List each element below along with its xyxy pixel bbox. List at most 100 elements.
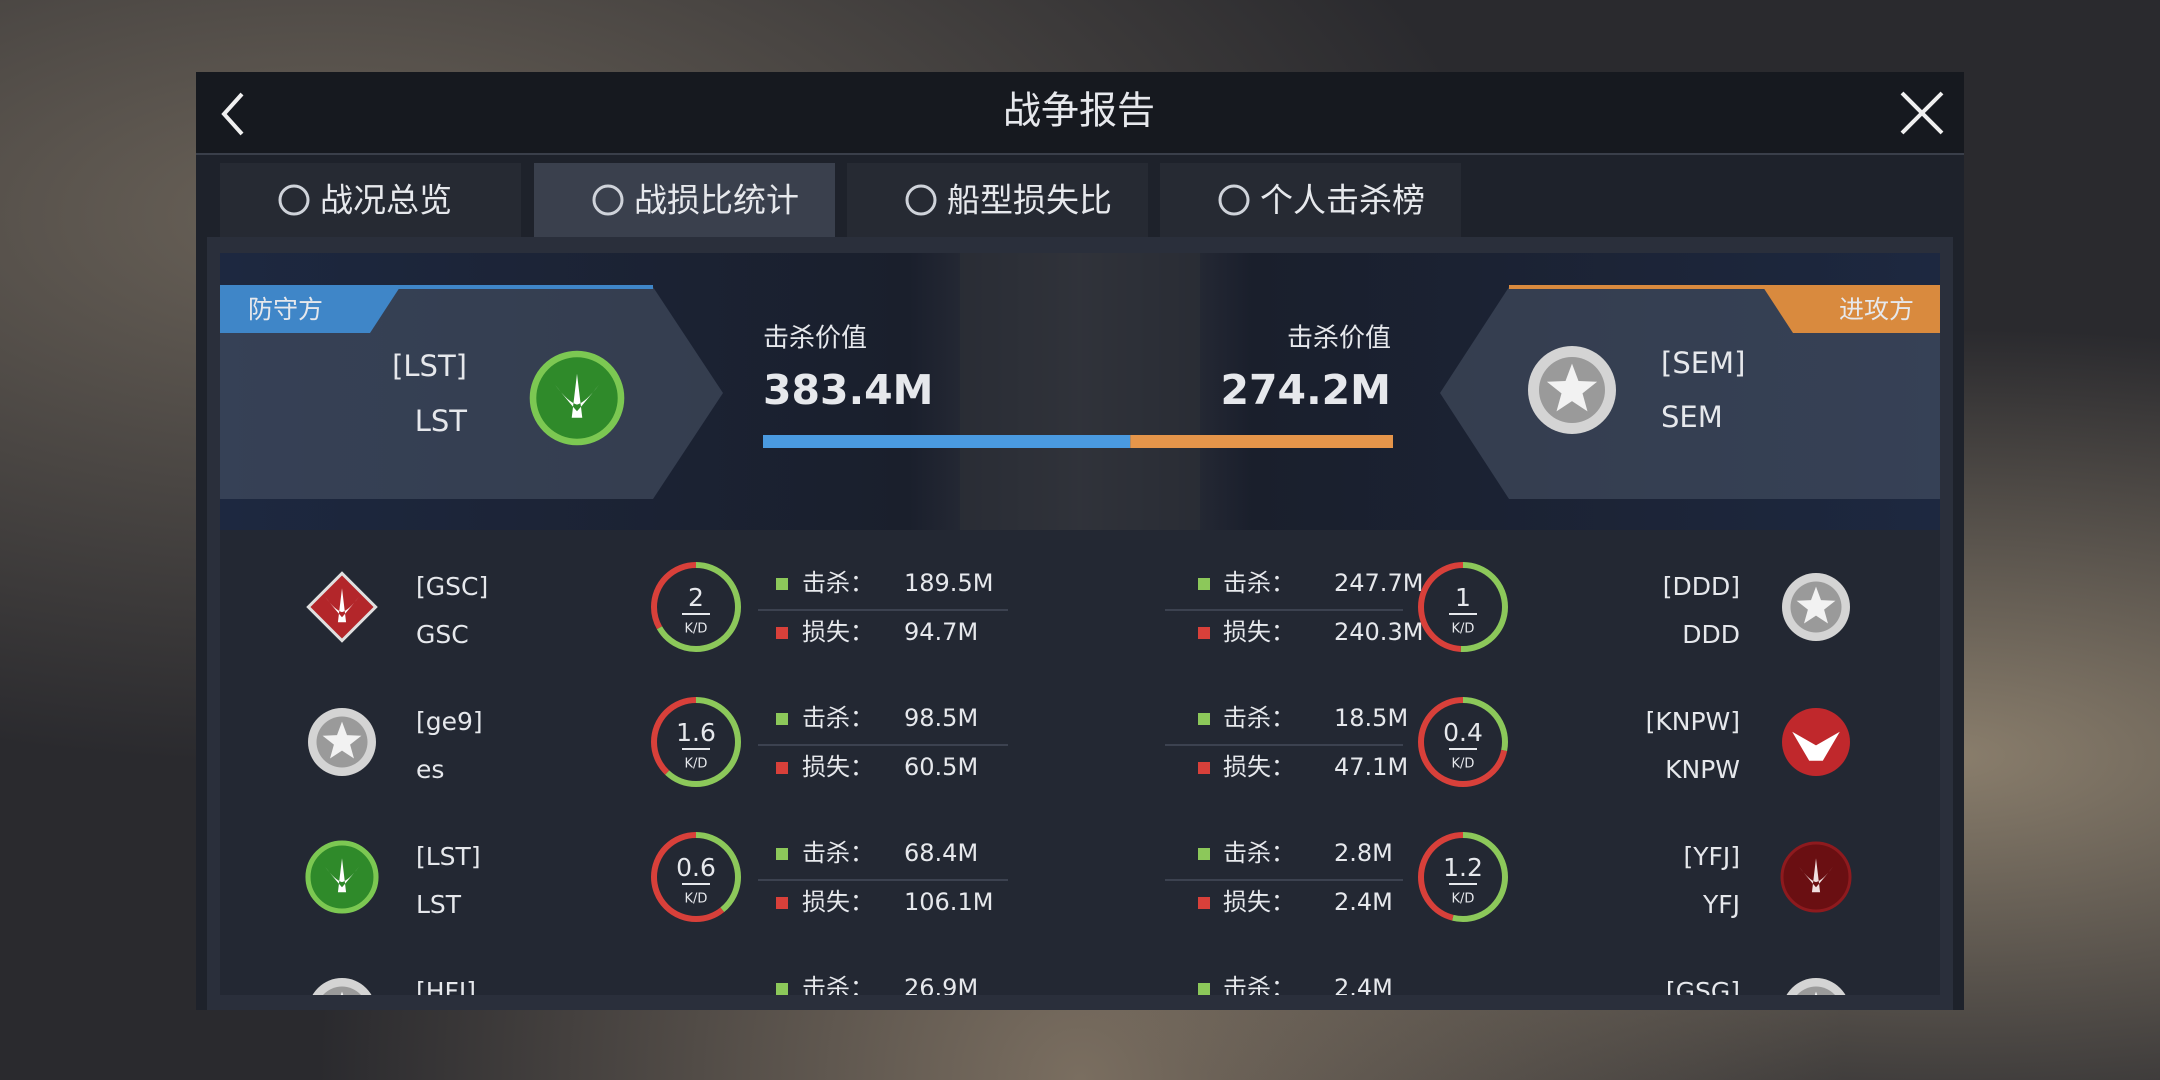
- emblem: [305, 840, 379, 914]
- emblem-inner: [1797, 986, 1835, 995]
- alliance-name: GSC: [416, 620, 469, 649]
- kill-label: 击杀：: [802, 704, 874, 732]
- kill-marker: [1198, 713, 1210, 725]
- back-button[interactable]: [221, 92, 244, 136]
- kill-value: 247.7M: [1334, 569, 1423, 597]
- rows-area: [220, 530, 1940, 995]
- kill-marker: [1198, 578, 1210, 590]
- close-button[interactable]: [1900, 91, 1944, 135]
- attacker-kill-value: 274.2M: [1221, 366, 1392, 414]
- emblem: [306, 571, 378, 643]
- tab[interactable]: 战损比统计: [534, 163, 835, 237]
- kd-label: K/D: [685, 892, 708, 907]
- alliance-row: [LST] LST 0.6 K/D 击杀： 68.4M 损失： 106.1M 击杀： 2.8M 损失…: [305, 832, 1852, 922]
- kill-value: 189.5M: [904, 569, 993, 597]
- defender-panel: [220, 287, 723, 499]
- emblem-mark: [1799, 858, 1833, 893]
- kill-label: 击杀：: [802, 839, 874, 867]
- emblem-mark: [1792, 731, 1840, 761]
- alliance-name: es: [416, 755, 444, 784]
- tab[interactable]: 船型损失比: [847, 163, 1148, 237]
- alliance-tag: [YFJ]: [1683, 842, 1740, 871]
- emblem: [1528, 346, 1616, 434]
- attacker-name: SEM: [1661, 400, 1723, 434]
- alliance-name: YFJ: [1702, 890, 1740, 919]
- kd-label: K/D: [1452, 757, 1475, 772]
- emblem-star: [340, 991, 344, 995]
- loss-marker: [1198, 897, 1210, 909]
- kill-label: 击杀：: [1223, 974, 1295, 1002]
- kill-label: 击杀：: [802, 569, 874, 597]
- loss-marker: [1198, 762, 1210, 774]
- tab-icon: [592, 184, 624, 216]
- emblem-mark: [555, 373, 599, 418]
- emblem: [529, 350, 625, 446]
- defender-name: LST: [415, 404, 468, 438]
- kill-label: 击杀：: [1223, 569, 1295, 597]
- tab[interactable]: 个人击杀榜: [1160, 163, 1461, 237]
- tab-bg: [220, 163, 521, 237]
- kill-marker: [1198, 983, 1210, 995]
- emblem: [312, 978, 372, 995]
- kd-value: 0.6: [676, 853, 716, 882]
- loss-label: 损失：: [1223, 888, 1295, 916]
- kill-label: 击杀价值: [763, 324, 867, 354]
- kd-value: 1: [1455, 583, 1471, 612]
- alliance-tag: [GSG]: [1666, 977, 1740, 1006]
- emblem: [1782, 573, 1850, 641]
- tab[interactable]: 战况总览: [220, 163, 521, 237]
- tab-label: 战况总览: [320, 181, 452, 220]
- alliance-tag: [GSC]: [416, 572, 488, 601]
- kill-value: 26.9M: [904, 974, 978, 1002]
- loss-label: 损失：: [802, 753, 874, 781]
- attacker-tag: [SEM]: [1661, 346, 1745, 380]
- alliance-tag: [ge9]: [416, 707, 483, 736]
- kill-marker: [776, 848, 788, 860]
- emblem-star: [1546, 363, 1598, 412]
- alliance-tag: [HFI]: [416, 977, 476, 1006]
- kd-value: 2: [688, 583, 704, 612]
- attacker-side: 进攻方: [1839, 295, 1914, 324]
- header-bar: [196, 72, 1964, 154]
- ship-image: [960, 253, 1200, 530]
- alliance-row: [HFI] 击杀： 26.9M 击杀： 2.4M [GSG]: [312, 974, 1846, 1006]
- alliance-tag: [KNPW]: [1646, 707, 1740, 736]
- loss-marker: [776, 627, 788, 639]
- attacker-tab: [1763, 287, 1940, 333]
- kd-label: K/D: [1452, 892, 1475, 907]
- kill-label: 击杀：: [802, 974, 874, 1002]
- loss-marker: [1198, 627, 1210, 639]
- kd-label: K/D: [685, 757, 708, 772]
- emblem: [1786, 978, 1846, 995]
- kill-value: 2.8M: [1334, 839, 1393, 867]
- kill-marker: [776, 578, 788, 590]
- tab-label: 船型损失比: [947, 181, 1112, 220]
- kd-ring-loss: [1418, 832, 1508, 922]
- alliance-row: [ge9] es 1.6 K/D 击杀： 98.5M 损失： 60.5M 击杀： 18.5M 损失：…: [308, 697, 1850, 787]
- attacker-panel: [1440, 287, 1940, 499]
- loss-value: 60.5M: [904, 753, 978, 781]
- alliance-name: DDD: [1682, 620, 1740, 649]
- kd-label: K/D: [1452, 622, 1475, 637]
- kd-value: 1.6: [676, 718, 716, 747]
- kd-value: 1.2: [1443, 853, 1483, 882]
- emblem: [1782, 708, 1850, 776]
- defender-kill-value: 383.4M: [763, 366, 934, 414]
- kill-value: 68.4M: [904, 839, 978, 867]
- kill-marker: [776, 983, 788, 995]
- loss-label: 损失：: [1223, 618, 1295, 646]
- alliance-name: LST: [416, 890, 462, 919]
- tab-label: 战损比统计: [634, 181, 799, 220]
- emblem-mark: [325, 588, 359, 623]
- loss-value: 94.7M: [904, 618, 978, 646]
- kd-ring-loss: [1418, 697, 1508, 787]
- loss-value: 106.1M: [904, 888, 993, 916]
- alliance-tag: [LST]: [416, 842, 481, 871]
- tab-bg: [534, 163, 835, 237]
- title: 战争报告: [1003, 89, 1155, 133]
- kill-value: 18.5M: [1334, 704, 1408, 732]
- emblem-star: [322, 721, 362, 759]
- loss-value: 240.3M: [1334, 618, 1423, 646]
- kill-label: 击杀：: [1223, 704, 1295, 732]
